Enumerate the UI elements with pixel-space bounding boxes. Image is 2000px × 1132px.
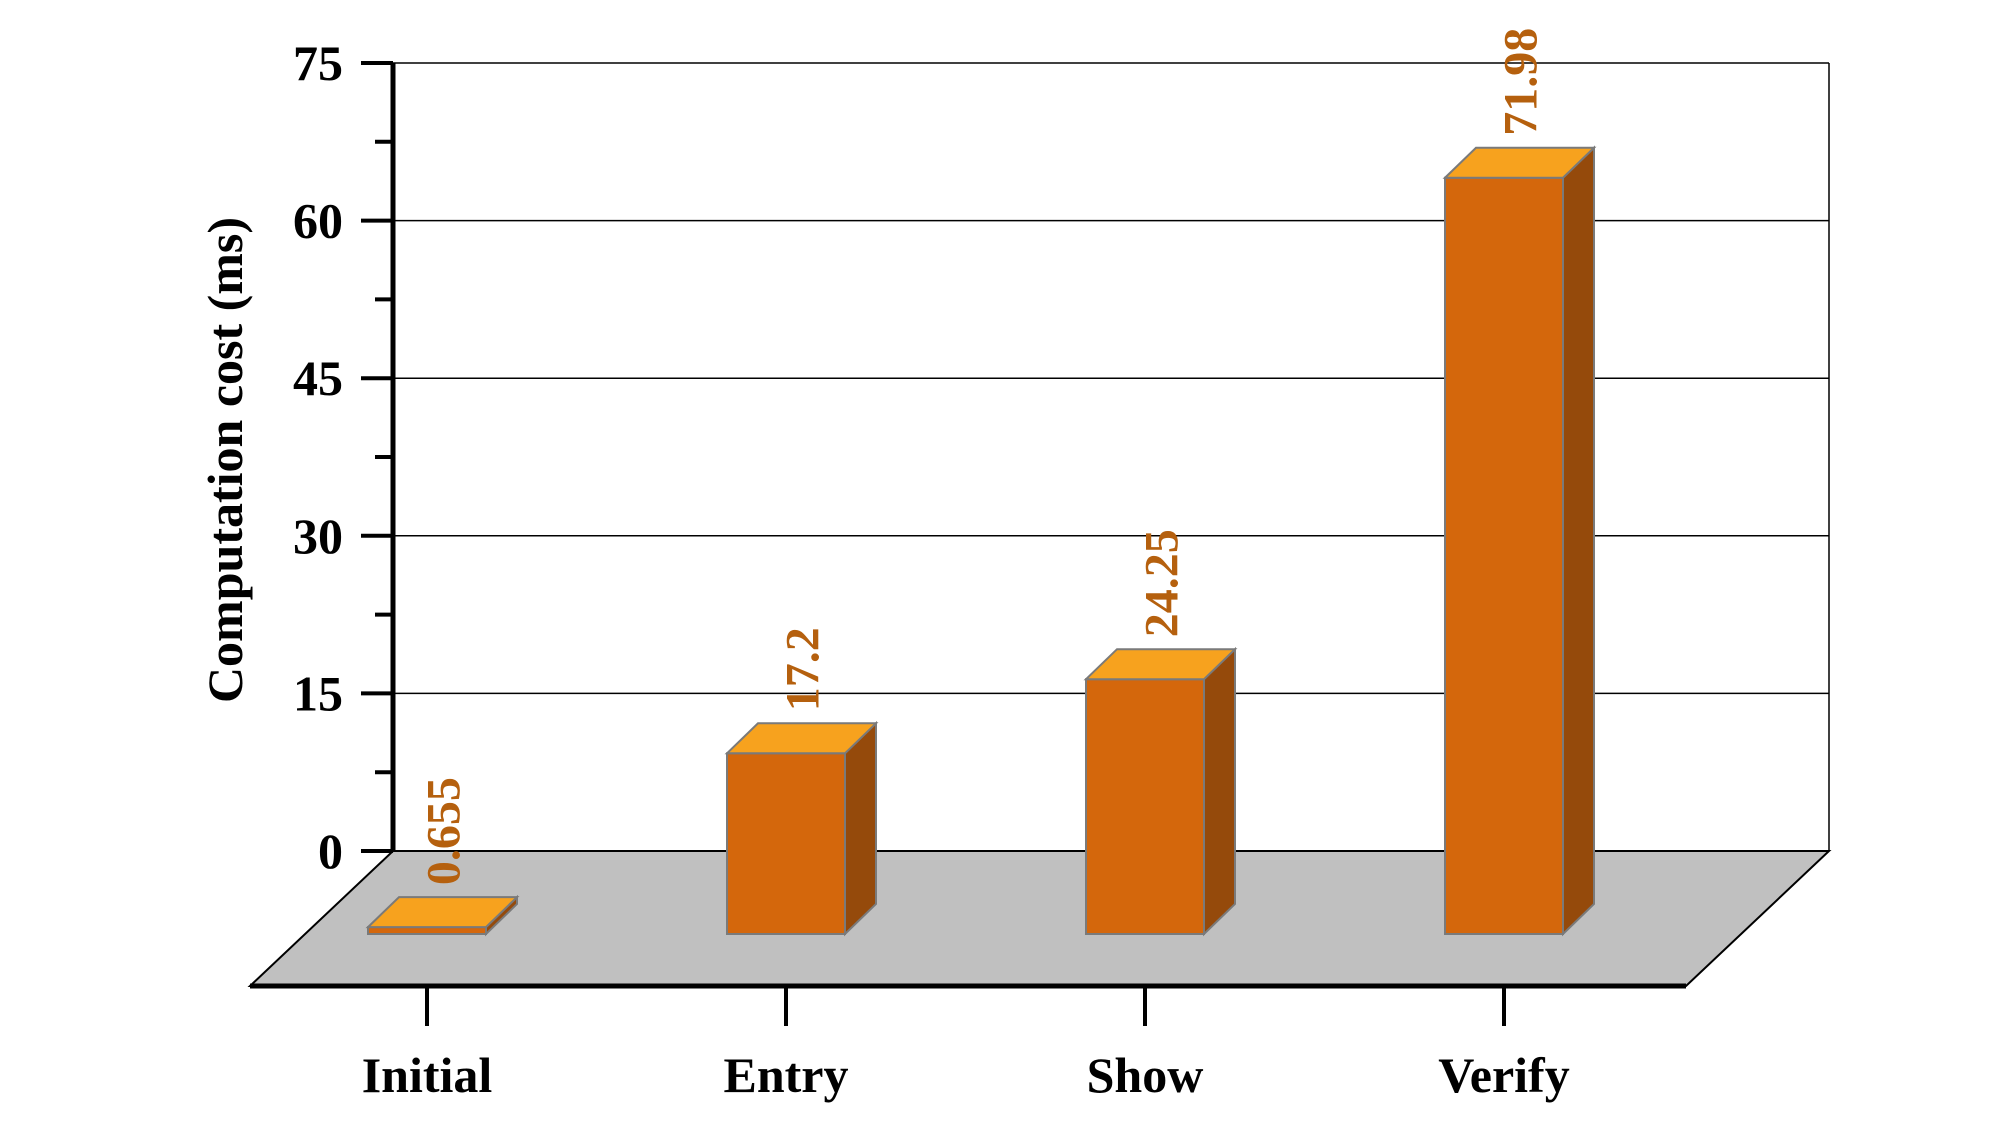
bar-side [1562,145,1595,937]
y-tick-label: 0 [318,823,343,879]
bar-side [844,720,877,937]
x-tick-label: Show [1087,1047,1204,1103]
bar-show [1083,646,1238,937]
bar-entry [724,720,879,937]
axes: 0 15 30 45 60 75 [250,35,1686,1026]
bar-top [1442,146,1597,179]
bar-front [1444,176,1564,935]
x-tick-label: Verify [1438,1047,1569,1103]
bar-front [1085,678,1205,935]
y-tick-label: 45 [293,350,343,406]
bar-top [365,896,520,929]
bar-initial [365,894,520,937]
bar-front [367,926,487,935]
bar-side [1203,646,1236,937]
data-label: 24.25 [1136,529,1189,637]
bar-top [1083,648,1238,681]
x-tick-label: Initial [362,1047,493,1103]
data-label: 0.655 [418,777,471,885]
y-tick-label: 60 [293,193,343,249]
bar-top [724,722,879,755]
labels: Computation cost (ms) 0.655 Initial 17.2 En… [197,28,1570,1103]
y-axis-title: Computation cost (ms) [197,217,253,703]
x-tick-label: Entry [724,1047,849,1103]
data-label: 17.2 [777,627,830,711]
y-tick-label: 75 [293,35,343,91]
y-tick-label: 30 [293,508,343,564]
bar-verify [1442,145,1597,937]
y-tick-label: 15 [293,665,343,721]
bar-front [726,752,846,935]
data-label: 71.98 [1495,28,1548,136]
bars [365,145,1597,937]
